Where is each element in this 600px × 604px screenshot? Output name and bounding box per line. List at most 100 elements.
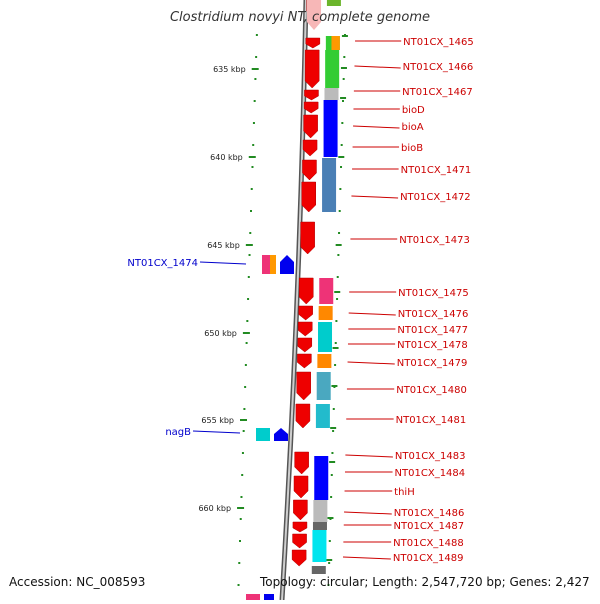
gene-arrow (291, 549, 307, 567)
gene-arrow (298, 305, 313, 321)
gene-label-left: NT01CX_1474 (127, 258, 198, 269)
cog-box (323, 100, 338, 157)
gene-label-right: bioA (401, 122, 423, 133)
gene-arrow (304, 49, 320, 89)
gene-label-right: NT01CX_1479 (397, 358, 468, 369)
track-dot (252, 122, 255, 124)
track-dot (243, 408, 246, 410)
track-dot (338, 232, 341, 234)
gene-label-right: NT01CX_1484 (395, 468, 466, 479)
track-dot (244, 386, 247, 388)
gene-label-right: NT01CX_1473 (399, 235, 470, 246)
scale-tick (245, 244, 253, 246)
track-dot (249, 232, 252, 234)
gene-label-left: nagB (165, 427, 191, 438)
cog-box (324, 88, 339, 100)
track-dot (240, 496, 243, 498)
cog-box (316, 372, 331, 400)
scale-tick (331, 385, 338, 387)
scale-tick (340, 97, 347, 99)
cog-box (270, 255, 276, 274)
track-dot (239, 540, 241, 542)
gene-arrow (302, 159, 317, 181)
label-connectors (192, 40, 402, 560)
track-dot (336, 276, 339, 278)
track-dot (327, 584, 330, 586)
track-dot (331, 452, 334, 454)
gene-label-right: thiH (394, 487, 415, 498)
label-connector (199, 261, 247, 265)
scale-track (237, 34, 346, 586)
scale-tick (327, 517, 334, 519)
cog-box (256, 428, 270, 441)
gene-arrow (304, 89, 319, 101)
scale-label-2: 645 kbp (207, 241, 240, 250)
gene-label-right: NT01CX_1471 (401, 165, 472, 176)
gene-arrow (280, 255, 294, 274)
gene-label-right: NT01CX_1478 (397, 340, 468, 351)
scale-label-4: 655 kbp (201, 416, 234, 425)
scale-tick (240, 419, 247, 421)
forward-strand-genes (291, 0, 322, 567)
gene-label-right: NT01CX_1481 (396, 415, 467, 426)
track-dot (238, 562, 241, 564)
gene-label-right: NT01CX_1480 (396, 385, 467, 396)
track-dot (330, 496, 333, 498)
gene-arrow (292, 521, 308, 533)
gene-label-right: NT01CX_1486 (394, 508, 465, 519)
track-dot (337, 254, 340, 256)
gene-label-right: NT01CX_1465 (403, 37, 474, 48)
cog-box (311, 566, 326, 574)
track-dot (338, 210, 341, 212)
track-dot (339, 188, 342, 190)
cog-box (322, 158, 337, 212)
gene-arrow (296, 371, 311, 401)
map-title: Clostridium novyi NT, complete genome (169, 10, 431, 25)
track-dot (245, 342, 248, 344)
gene-arrow (307, 0, 321, 30)
track-dot (335, 320, 338, 322)
track-dot (342, 78, 345, 80)
track-dot (328, 562, 331, 564)
scale-tick (242, 332, 250, 334)
gene-arrow (293, 499, 308, 521)
track-dot (250, 188, 253, 190)
track-dot (247, 298, 250, 300)
gene-label-right: NT01CX_1488 (393, 538, 464, 549)
scale-tick (330, 427, 337, 429)
gene-label-right: NT01CX_1477 (397, 325, 468, 336)
cog-box (331, 36, 340, 50)
gene-label-right: NT01CX_1466 (403, 62, 474, 73)
scale-label-5: 660 kbp (198, 504, 231, 513)
track-dot (237, 584, 240, 586)
label-connector (342, 556, 391, 560)
track-dot (253, 100, 256, 102)
track-dot (255, 56, 258, 58)
track-dot (343, 56, 346, 58)
scale-tick (340, 67, 347, 69)
gene-label-right: bioD (402, 105, 425, 116)
track-dot (341, 122, 344, 124)
gene-arrow (297, 337, 313, 353)
gene-label-right: NT01CX_1487 (394, 521, 465, 532)
track-dot (328, 540, 331, 542)
track-dot (332, 408, 335, 410)
accession-text: Accession: NC_008593 (9, 575, 146, 589)
cog-box (318, 322, 333, 352)
gene-arrow (303, 101, 319, 114)
scale-tick (338, 156, 345, 158)
cog-box (319, 278, 334, 304)
cog-box (325, 50, 340, 88)
topology-text: Topology: circular; Length: 2,547,720 bp… (260, 575, 590, 589)
scale-tick (334, 291, 341, 293)
track-dot (241, 474, 244, 476)
gene-arrow (274, 428, 288, 441)
gene-arrow (305, 37, 321, 49)
label-connector (351, 195, 399, 199)
cog-box (318, 306, 333, 320)
cog-box (315, 404, 330, 428)
track-dot (242, 430, 245, 432)
label-connector (345, 454, 393, 458)
scale-tick (326, 559, 333, 561)
genome-backbone (279, 0, 309, 601)
